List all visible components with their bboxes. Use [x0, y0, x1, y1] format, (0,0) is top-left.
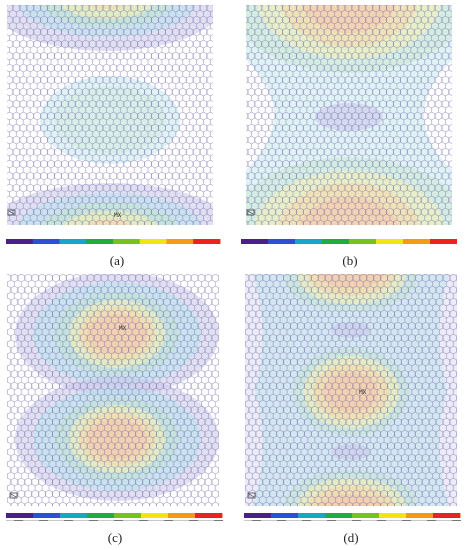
coordinate-triad-icon — [9, 492, 18, 499]
colorbar-segment — [32, 239, 60, 244]
hex-mesh — [246, 5, 452, 225]
panel-b-caption: (b) — [342, 253, 358, 268]
colorbar-segment — [114, 513, 142, 518]
contour-plot-c: MX — [6, 274, 223, 521]
colorbar-tick-label — [39, 520, 48, 521]
coordinate-triad-icon — [246, 209, 255, 216]
colorbar — [241, 239, 458, 247]
colorbar-segment — [403, 239, 431, 244]
colorbar-tick-label — [214, 520, 223, 521]
colorbar-segment — [376, 239, 404, 244]
panel-d: MX — [242, 274, 462, 524]
contour-plot-b — [241, 5, 458, 247]
colorbar-segment — [271, 513, 299, 518]
colorbar-tick-label — [89, 520, 98, 521]
panel-d-caption: (d) — [343, 530, 359, 545]
colorbar-tick-label — [377, 520, 386, 521]
colorbar-segment — [193, 239, 221, 244]
colorbar-segment — [406, 513, 434, 518]
colorbar-segment — [168, 513, 196, 518]
colorbar-tick-label — [164, 520, 173, 521]
colorbar-segment — [141, 513, 169, 518]
colorbar-segment — [241, 239, 269, 244]
colorbar-tick-label — [277, 520, 286, 521]
colorbar-tick-label — [402, 520, 411, 521]
colorbar-segment — [244, 513, 272, 518]
colorbar-tick-label — [114, 520, 123, 521]
colorbar-tick-label — [352, 520, 361, 521]
colorbar-segment — [86, 239, 114, 244]
colorbar-segment — [87, 513, 115, 518]
colorbar-segment — [352, 513, 380, 518]
colorbar-segment — [295, 239, 323, 244]
colorbar-segment — [6, 513, 34, 518]
colorbar-segment — [166, 239, 194, 244]
colorbar-segment — [113, 239, 141, 244]
colorbar-tick-label — [139, 520, 148, 521]
contour-plot-a: MX — [6, 5, 221, 247]
panel-c-caption: (c) — [107, 530, 123, 545]
colorbar-segment — [195, 513, 223, 518]
mx-marker: MX — [359, 389, 367, 396]
colorbar-tick-label — [302, 520, 311, 521]
hex-mesh — [7, 274, 219, 506]
colorbar — [244, 513, 461, 521]
panel-a-caption: (a) — [109, 253, 125, 268]
panel-c: MX — [4, 274, 223, 524]
colorbar-tick-label — [64, 520, 73, 521]
colorbar-segment — [433, 513, 461, 518]
colorbar-segment — [325, 513, 353, 518]
colorbar — [6, 513, 223, 521]
colorbar-segment — [6, 239, 34, 244]
colorbar — [6, 239, 221, 247]
colorbar-segment — [379, 513, 407, 518]
colorbar-tick-label — [427, 520, 436, 521]
contour-plot-d: MX — [244, 274, 461, 521]
colorbar-segment — [322, 239, 350, 244]
colorbar-segment — [268, 239, 296, 244]
colorbar-segment — [139, 239, 167, 244]
colorbar-tick-label — [189, 520, 198, 521]
colorbar-segment — [298, 513, 326, 518]
hex-mesh — [245, 274, 457, 506]
panel-b — [241, 4, 458, 247]
mx-marker: MX — [114, 212, 122, 219]
mx-marker: MX — [119, 325, 127, 332]
coordinate-triad-icon — [7, 209, 16, 216]
colorbar-segment — [349, 239, 377, 244]
colorbar-segment — [430, 239, 458, 244]
colorbar-segment — [59, 239, 87, 244]
colorbar-tick-label — [452, 520, 461, 521]
colorbar-segment — [33, 513, 61, 518]
hex-mesh — [7, 5, 213, 225]
colorbar-tick-label — [14, 520, 23, 521]
panel-a: MX — [6, 4, 222, 247]
colorbar-tick-label — [252, 520, 261, 521]
colorbar-segment — [60, 513, 88, 518]
colorbar-tick-label — [327, 520, 336, 521]
coordinate-triad-icon — [247, 492, 256, 499]
